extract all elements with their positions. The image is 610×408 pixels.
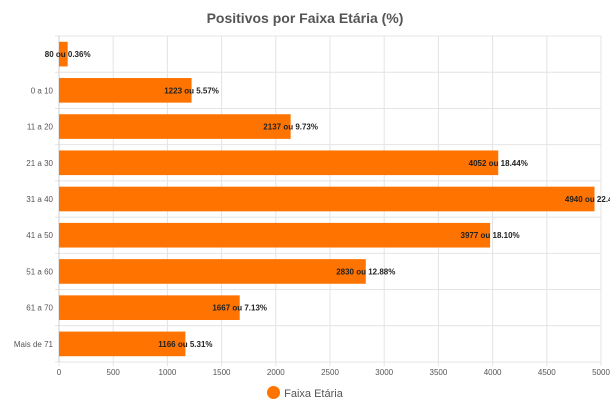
- data-label: 4940 ou 22.48%: [565, 195, 610, 204]
- bar[interactable]: [59, 222, 491, 248]
- data-label: 80 ou 0.36%: [45, 50, 91, 59]
- x-tick-label: 2000: [267, 368, 285, 377]
- bar[interactable]: [59, 331, 186, 357]
- bar[interactable]: [59, 295, 240, 320]
- legend[interactable]: Faixa Etária: [0, 386, 610, 400]
- data-label: 1223 ou 5.57%: [164, 86, 219, 95]
- labels: 0 500 1000 1500 2000 2500 3000 3500 4000 4500 5000…: [14, 50, 610, 377]
- y-tick-label: 61 a 70: [26, 304, 53, 313]
- x-tick-label: 1000: [159, 368, 177, 377]
- bars: [59, 41, 595, 357]
- x-tick-label: 4000: [484, 368, 502, 377]
- y-tick-label: 21 a 30: [26, 159, 53, 168]
- x-tick-label: 2500: [321, 368, 339, 377]
- bar[interactable]: [59, 41, 68, 67]
- x-tick-label: 0: [57, 368, 62, 377]
- bar[interactable]: [59, 186, 595, 212]
- legend-swatch: [267, 386, 281, 399]
- data-label: 2830 ou 12.88%: [336, 267, 395, 276]
- y-tick-label: 31 a 40: [26, 195, 53, 204]
- y-tick-label: 0 a 10: [31, 86, 54, 95]
- x-tick-label: 3000: [375, 368, 393, 377]
- y-tick-label: Mais de 71: [14, 340, 54, 349]
- y-tick-label: 11 a 20: [27, 123, 54, 132]
- bar[interactable]: [59, 259, 366, 284]
- x-tick-label: 5000: [592, 368, 610, 377]
- legend-label: Faixa Etária: [284, 388, 343, 400]
- data-label: 1166 ou 5.31%: [158, 340, 212, 349]
- bar[interactable]: [59, 114, 291, 139]
- data-label: 2137 ou 9.73%: [263, 123, 318, 132]
- bar[interactable]: [59, 78, 192, 103]
- bar[interactable]: [59, 150, 499, 176]
- chart-title: Positivos por Faixa Etária (%): [206, 10, 404, 26]
- x-tick-label: 4500: [538, 368, 556, 377]
- x-tick-label: 3500: [430, 368, 448, 377]
- x-tick-label: 500: [107, 368, 121, 377]
- y-tick-label: 51 a 60: [26, 267, 53, 276]
- data-label: 1667 ou 7.13%: [212, 304, 267, 313]
- y-tick-label: 41 a 50: [26, 231, 53, 240]
- data-label: 3977 ou 18.10%: [461, 231, 520, 240]
- x-tick-label: 1500: [213, 368, 231, 377]
- data-label: 4052 ou 18.44%: [469, 159, 528, 168]
